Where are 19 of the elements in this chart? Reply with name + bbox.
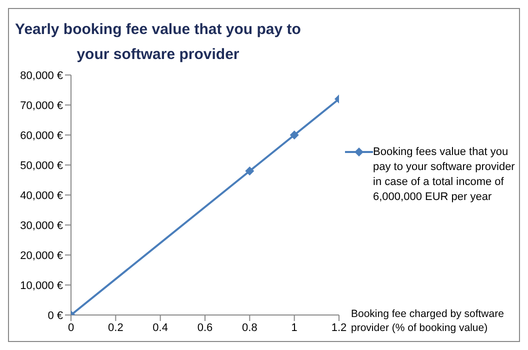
y-tick-label: 10,000 € <box>20 280 63 292</box>
y-tick-label: 70,000 € <box>20 100 63 112</box>
y-tick-label: 30,000 € <box>20 220 63 232</box>
x-tick-label: 1.2 <box>331 322 347 334</box>
chart-title: Yearly booking fee value that you pay to your software provider <box>14 20 302 65</box>
x-tick-label: 0.4 <box>152 322 168 334</box>
x-tick-label: 0.8 <box>242 322 258 334</box>
legend-label: Booking fees value that you pay to your software provider in case of a total income of 6,000,000 EUR per year <box>373 145 515 205</box>
y-tick-label: 60,000 € <box>20 130 63 142</box>
x-axis-title: Booking fee charged by software provider (% of booking value) <box>351 307 505 335</box>
y-tick-label: 50,000 € <box>20 160 63 172</box>
x-tick-label: 0 <box>68 322 74 334</box>
x-tick-label: 0.2 <box>108 322 124 334</box>
x-tick-label: 1 <box>291 322 298 334</box>
y-tick-label: 0 € <box>48 310 63 322</box>
y-tick-label: 20,000 € <box>20 250 63 262</box>
y-tick-label: 80,000 € <box>20 70 63 82</box>
y-tick-label: 40,000 € <box>20 190 63 202</box>
x-tick-label: 0.6 <box>197 322 213 334</box>
